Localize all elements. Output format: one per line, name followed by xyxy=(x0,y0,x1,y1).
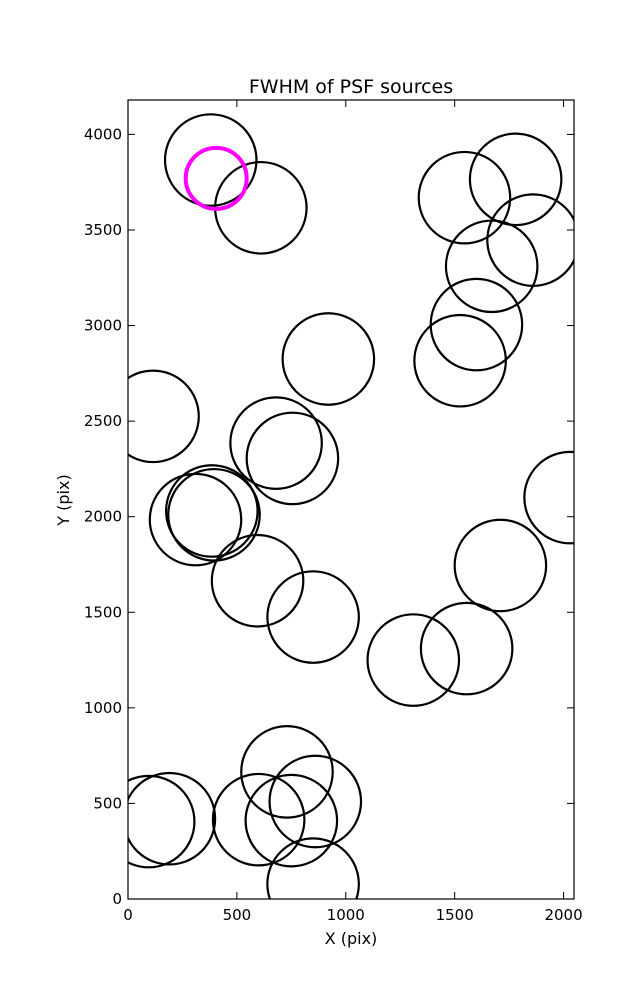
psf-circle-21 xyxy=(419,601,514,696)
x-tick-label: 2000 xyxy=(544,906,582,924)
psf-circle-27 xyxy=(128,771,217,866)
y-axis-label: Y (pix) xyxy=(54,474,73,526)
psf-circle-19 xyxy=(266,570,360,664)
y-tick-label: 1000 xyxy=(84,699,122,717)
psf-circle-6 xyxy=(444,219,539,314)
psf-circle-9 xyxy=(281,312,376,406)
psf-circle-20 xyxy=(366,613,461,707)
psf-circle-23 xyxy=(268,754,363,849)
psf-circle-1 xyxy=(163,113,258,207)
chart-title: FWHM of PSF sources xyxy=(249,76,453,98)
y-tick-label: 4000 xyxy=(84,125,122,143)
psf-circle-8 xyxy=(413,313,507,408)
psf-circle-4 xyxy=(468,132,563,227)
psf-circle-18 xyxy=(210,533,305,628)
psf-circle-10 xyxy=(128,369,200,464)
highlight-circle xyxy=(183,145,249,211)
y-tick-label: 3000 xyxy=(84,317,122,335)
y-tick-label: 2500 xyxy=(84,412,122,430)
psf-circle-22 xyxy=(240,725,334,819)
psf-circle-16 xyxy=(523,450,574,545)
y-tick-label: 500 xyxy=(93,794,122,812)
psf-circle-17 xyxy=(453,518,548,613)
y-tick-label: 3500 xyxy=(84,221,122,239)
x-tick-label: 500 xyxy=(223,906,252,924)
psf-circle-11 xyxy=(229,396,323,490)
x-axis-label: X (pix) xyxy=(325,929,378,948)
y-tick-label: 1500 xyxy=(84,603,122,621)
psf-circle-24 xyxy=(211,772,306,867)
plot-area xyxy=(128,113,574,899)
x-tick-label: 1000 xyxy=(327,906,365,924)
psf-circle-26 xyxy=(128,774,196,869)
psf-circle-13 xyxy=(165,464,259,558)
x-tick-label: 0 xyxy=(123,906,133,924)
psf-circle-15 xyxy=(148,472,243,567)
psf-circle-28 xyxy=(266,837,360,899)
y-tick-label: 0 xyxy=(112,890,122,908)
y-tick-label: 2000 xyxy=(84,508,122,526)
axes-frame xyxy=(127,99,575,900)
x-axis: 0 500 1000 1500 2000 xyxy=(123,100,583,924)
x-tick-label: 1500 xyxy=(436,906,474,924)
psf-circle-25 xyxy=(244,773,339,868)
psf-circle-3 xyxy=(417,150,512,245)
psf-circle-12 xyxy=(245,411,340,506)
y-axis: 0 500 1000 1500 2000 2500 3000 3500 4000 xyxy=(84,125,574,908)
